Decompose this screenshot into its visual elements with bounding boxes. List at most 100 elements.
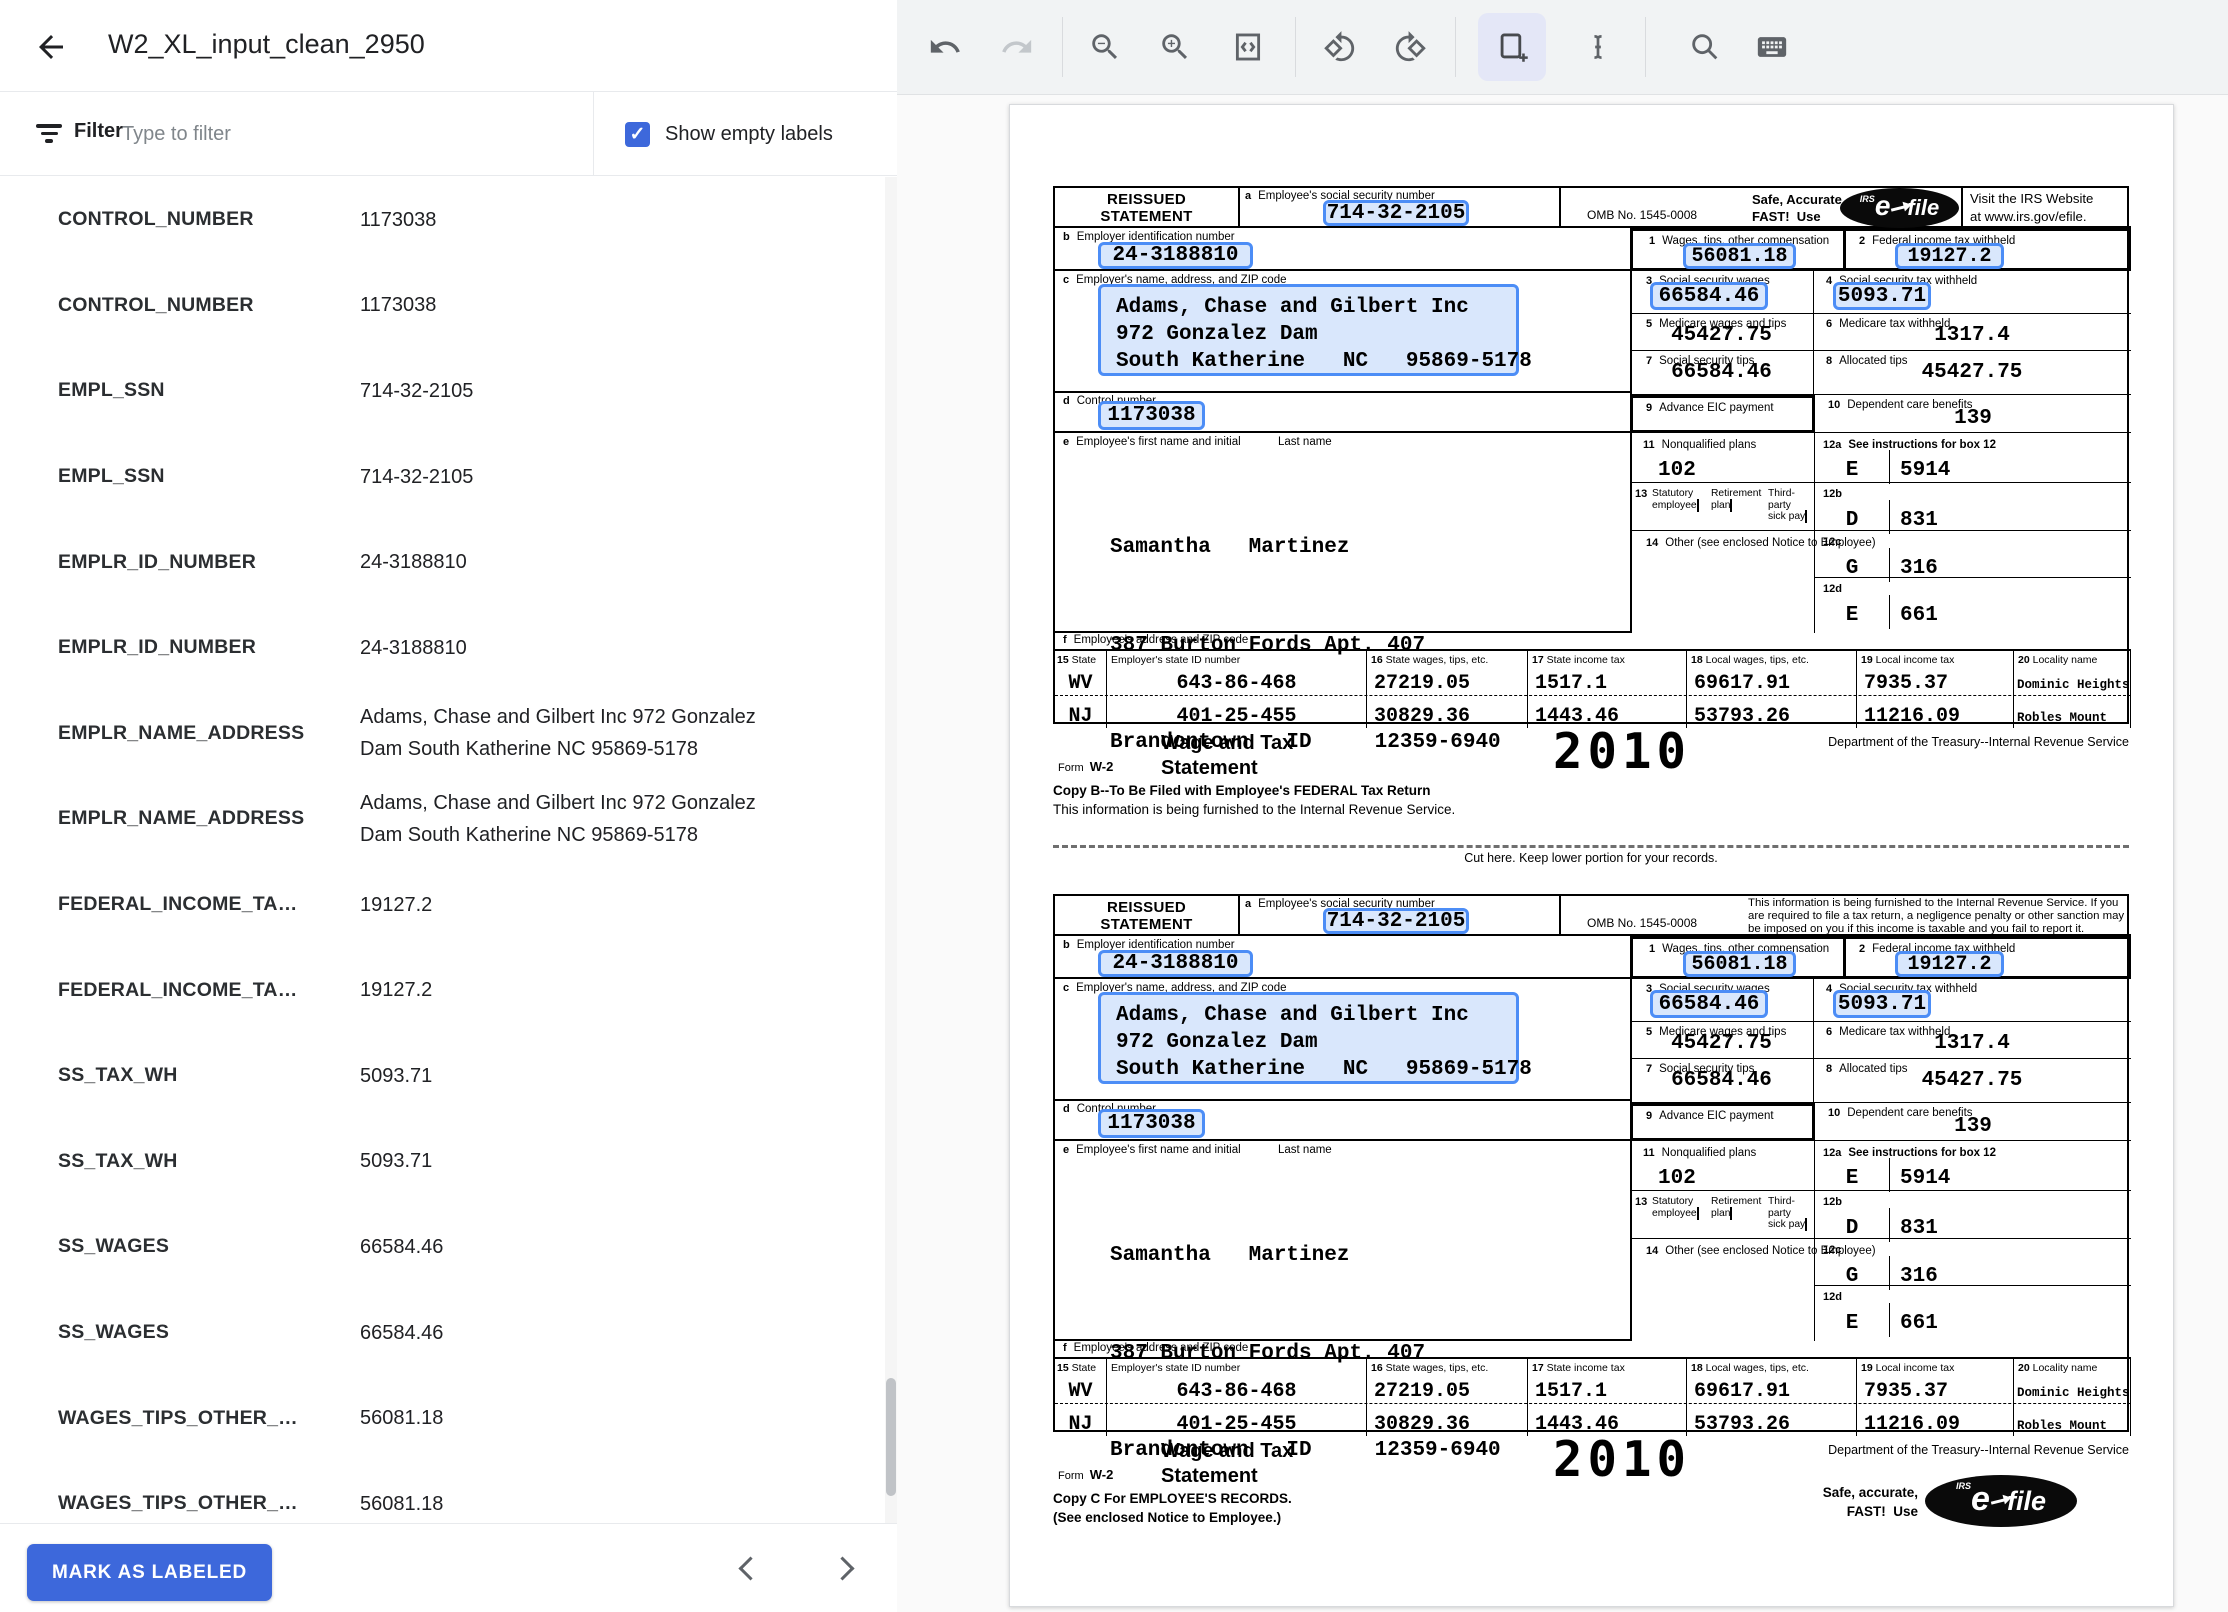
text-select-icon[interactable] [1581,30,1615,64]
ssn-annotation[interactable]: 714-32-2105 [1323,200,1469,226]
control-number-annotation[interactable]: 1173038 [1098,1109,1205,1138]
filter-label: Filter [74,120,123,142]
third-party-sick-pay-checkbox[interactable] [1805,510,1808,523]
viewer-toolbar [897,0,2228,95]
mark-as-labeled-button[interactable]: MARK AS LABELED [27,1544,272,1601]
box-12d: 12d E 661 [1815,1286,2131,1341]
list-item[interactable]: CONTROL_NUMBER 1173038 [58,208,437,231]
employer-annotation[interactable]: Adams, Chase and Gilbert Inc 972 Gonzale… [1098,284,1532,376]
title-bar: W2_XL_input_clean_2950 [0,0,897,92]
ssn-annotation[interactable]: 714-32-2105 [1323,908,1469,934]
box-12a: 12a See instructions for box 12 E 5914 [1815,433,2131,484]
box-9: 9 Advance EIC payment [1630,395,1815,433]
box-5-6: 5 Medicare wages and tips 6 Medicare tax w… [1630,314,2131,351]
rotate-right-icon[interactable] [1393,30,1427,64]
search-icon[interactable] [1688,30,1722,64]
zoom-out-icon[interactable] [1088,30,1122,64]
box4-annotation[interactable]: 5093.71 [1833,990,1931,1018]
list-item[interactable]: WAGES_TIPS_OTHER_COMP56081.18 [58,1406,444,1430]
third-party-sick-pay-checkbox[interactable] [1805,1218,1808,1231]
redo-icon[interactable] [1000,30,1034,64]
list-item[interactable]: EMPL_SSN 714-32-2105 [58,465,474,488]
show-empty-labels-label: Show empty labels [665,122,833,145]
box1-annotation[interactable]: 56081.18 [1683,243,1796,269]
box1-annotation[interactable]: 56081.18 [1683,951,1796,977]
employee-address-label: f Employee's address and ZIP code [1063,634,1249,646]
reissued-statement: REISSUED STATEMENT [1055,188,1240,228]
show-empty-labels-toggle[interactable]: ✓ Show empty labels [625,92,833,176]
list-item[interactable]: WAGES_TIPS_OTHER_COMP56081.18 [58,1492,444,1515]
box2-annotation[interactable]: 19127.2 [1895,243,2004,269]
label-list: CONTROL_NUMBER 1173038 CONTROL_NUMBER 1173… [0,177,885,1523]
w2-document-page: REISSUED STATEMENT a Employee's social se… [1009,104,2174,1607]
employer-annotation[interactable]: Adams, Chase and Gilbert Inc 972 Gonzale… [1098,992,1532,1084]
crop-add-selected-background [1478,13,1546,81]
copy-designation: Copy C For EMPLOYEE'S RECORDS. [1053,1491,1292,1506]
box-11: 11 Nonqualified plans 102 [1630,433,1815,483]
control-number-annotation[interactable]: 1173038 [1098,401,1205,430]
filter-bar: Filter ✓ Show empty labels [0,92,897,176]
keyboard-icon[interactable] [1755,30,1789,64]
previous-page-icon[interactable] [738,1556,763,1581]
back-button[interactable] [33,29,69,65]
list-item[interactable]: SS_TAX_WH 5093.71 [58,1149,433,1173]
box3-annotation[interactable]: 66584.46 [1650,282,1768,310]
w2-form: REISSUED STATEMENT a Employee's social se… [1053,186,2131,754]
list-item[interactable]: EMPL_SSN 714-32-2105 [58,379,474,402]
statutory-employee-checkbox[interactable] [1696,1206,1699,1220]
cut-here-text: Cut here. Keep lower portion for your re… [1464,851,1718,865]
list-item[interactable]: EMPLR_NAME_ADDRESS Adams, Chase and Gilbe… [58,706,756,761]
page-title: W2_XL_input_clean_2950 [108,29,425,59]
visit-irs-text: Visit the IRS Website at www.irs.gov/efil… [1961,188,2131,228]
box2-annotation[interactable]: 19127.2 [1895,951,2004,977]
crop-add-icon[interactable] [1495,30,1529,64]
box-12d: 12d E 661 [1815,578,2131,633]
box-7-8: 7 Social security tips 8 Allocated tips 66… [1630,351,2131,395]
box-12c: 12c G 316 [1815,1239,2131,1290]
safe-accurate-text: Safe, Accurate, FAST! Use [1752,192,1846,224]
ssn-cell: a Employee's social security number 714-3… [1240,896,1561,936]
fit-to-width-icon[interactable] [1231,30,1265,64]
box-5-6: 5 Medicare wages and tips 6 Medicare tax w… [1630,1022,2131,1059]
ein-annotation[interactable]: 24-3188810 [1098,950,1253,977]
form-footer: Form W-2 Wage and Tax Statement 2010 Depa… [1053,1431,2129,1527]
filter-input[interactable] [122,114,522,154]
list-item[interactable]: FEDERAL_INCOME_TAX_WH19127.2 [58,978,433,1002]
checkbox-checked-icon[interactable]: ✓ [625,121,650,147]
list-item[interactable]: SS_WAGES 66584.46 [58,1235,444,1258]
labels-panel: W2_XL_input_clean_2950 Filter ✓ Show emp… [0,0,897,1612]
ein-annotation[interactable]: 24-3188810 [1098,242,1253,269]
w2-copy-b: REISSUED STATEMENT a Employee's social se… [1053,186,2131,865]
list-item[interactable]: SS_TAX_WH 5093.71 [58,1064,433,1087]
efile-logo-footer: IRS e file [1925,1475,2077,1527]
rotate-left-icon[interactable] [1323,30,1357,64]
panel-scrollbar[interactable] [885,177,897,1523]
undo-icon[interactable] [928,30,962,64]
list-item[interactable]: SS_WAGES 66584.46 [58,1321,444,1344]
state-local-table: 15 State WV NJ Employer's state ID numbe… [1055,1357,2131,1436]
retirement-plan-checkbox[interactable] [1730,498,1733,512]
list-item[interactable]: CONTROL_NUMBER 1173038 [58,293,437,317]
zoom-in-icon[interactable] [1158,30,1192,64]
document-viewer[interactable]: REISSUED STATEMENT a Employee's social se… [897,95,2228,1612]
list-item[interactable]: EMPLR_ID_NUMBER 24-3188810 [58,636,467,659]
list-item[interactable]: EMPLR_NAME_ADDRESS Adams, Chase and Gilbe… [58,791,756,846]
employee-cell: e Employee's first name and initial Last … [1055,1141,1630,1462]
box3-annotation[interactable]: 66584.46 [1650,990,1768,1018]
list-item[interactable]: EMPLR_ID_NUMBER 24-3188810 [58,550,467,574]
statutory-employee-checkbox[interactable] [1696,498,1699,512]
ein-cell: b Employer identification number 24-31888… [1055,936,1630,979]
retirement-plan-checkbox[interactable] [1730,1206,1733,1220]
box-1-2: 1 Wages, tips, other compensation 2 Federa… [1630,936,2131,979]
list-item[interactable]: FEDERAL_INCOME_TAX_WH19127.2 [58,893,433,916]
scrollbar-thumb[interactable] [886,1378,896,1496]
next-page-icon[interactable] [830,1556,855,1581]
box-1-2: 1 Wages, tips, other compensation 2 Federa… [1630,228,2131,271]
state-local-table: 15 State WV NJ Employer's state ID numbe… [1055,649,2131,728]
box4-annotation[interactable]: 5093.71 [1833,282,1931,310]
box-12b: 12b D 831 [1815,1191,2131,1242]
